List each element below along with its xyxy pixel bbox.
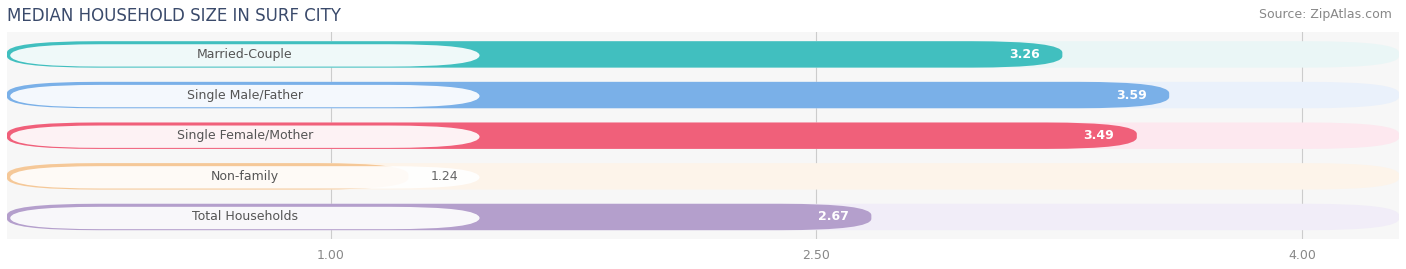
- FancyBboxPatch shape: [10, 207, 479, 229]
- FancyBboxPatch shape: [10, 85, 479, 107]
- FancyBboxPatch shape: [7, 122, 1137, 149]
- FancyBboxPatch shape: [10, 126, 479, 148]
- FancyBboxPatch shape: [7, 41, 1063, 68]
- FancyBboxPatch shape: [7, 163, 1399, 190]
- Text: 3.59: 3.59: [1116, 89, 1146, 102]
- Text: 3.49: 3.49: [1084, 129, 1114, 142]
- Text: Single Female/Mother: Single Female/Mother: [177, 129, 314, 142]
- Text: MEDIAN HOUSEHOLD SIZE IN SURF CITY: MEDIAN HOUSEHOLD SIZE IN SURF CITY: [7, 7, 340, 25]
- FancyBboxPatch shape: [7, 122, 1399, 149]
- Text: 1.24: 1.24: [432, 170, 458, 183]
- FancyBboxPatch shape: [7, 41, 1399, 68]
- Text: 2.67: 2.67: [818, 210, 849, 224]
- Text: 3.26: 3.26: [1010, 48, 1039, 61]
- FancyBboxPatch shape: [7, 163, 408, 190]
- FancyBboxPatch shape: [10, 166, 479, 189]
- Text: Non-family: Non-family: [211, 170, 278, 183]
- FancyBboxPatch shape: [7, 82, 1399, 108]
- FancyBboxPatch shape: [10, 44, 479, 67]
- Text: Single Male/Father: Single Male/Father: [187, 89, 302, 102]
- Text: Married-Couple: Married-Couple: [197, 48, 292, 61]
- FancyBboxPatch shape: [7, 204, 872, 230]
- Text: Total Households: Total Households: [191, 210, 298, 224]
- FancyBboxPatch shape: [7, 204, 1399, 230]
- FancyBboxPatch shape: [7, 82, 1170, 108]
- Text: Source: ZipAtlas.com: Source: ZipAtlas.com: [1258, 8, 1392, 21]
